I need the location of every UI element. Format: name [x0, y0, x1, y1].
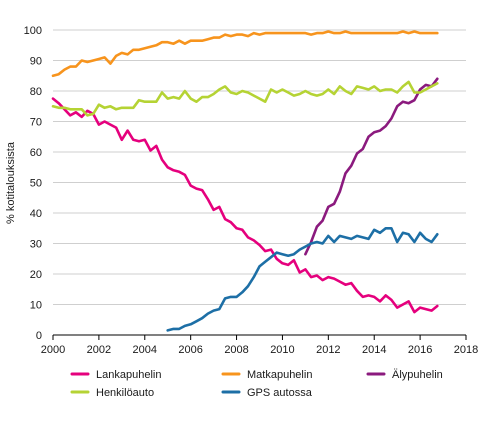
y-tick-label: 70 — [30, 117, 42, 129]
series-line-henkilöauto — [51, 80, 439, 117]
x-tick-label: 2000 — [41, 344, 65, 356]
legend-label: Matkapuhelin — [247, 369, 312, 381]
legend-label: GPS autossa — [247, 387, 313, 399]
x-tick-label: 2014 — [362, 344, 386, 356]
legend-label: Henkilöauto — [96, 387, 154, 399]
legend-item: Lankapuhelin — [70, 369, 161, 381]
legend-item: Älypuhelin — [366, 369, 443, 381]
series-lines — [51, 30, 439, 332]
x-tick-label: 2010 — [270, 344, 294, 356]
series-line-älypuhelin — [304, 77, 439, 256]
y-tick-label: 30 — [30, 239, 42, 251]
series-line-matkapuhelin — [51, 30, 439, 78]
legend-label: Lankapuhelin — [96, 369, 161, 381]
y-tick-label: 80 — [30, 86, 42, 98]
x-tick-label: 2016 — [408, 344, 432, 356]
series-line-lankapuhelin — [51, 97, 439, 314]
legend-item: Matkapuhelin — [221, 369, 312, 381]
y-tick-label: 100 — [24, 25, 42, 37]
x-tick-label: 2004 — [133, 344, 157, 356]
axes: 0 10 20 30 40 50 60 70 80 90 100 2000 2002 2004 2006 20… — [24, 25, 479, 356]
legend: Lankapuhelin Matkapuhelin Älypuhelin Henkil… — [70, 369, 443, 399]
y-tick-label: 60 — [30, 147, 42, 159]
legend-item: Henkilöauto — [70, 387, 154, 399]
series-line-gps-autossa — [166, 227, 439, 332]
x-tick-label: 2002 — [87, 344, 111, 356]
legend-item: GPS autossa — [221, 387, 313, 399]
gridlines — [53, 29, 466, 305]
y-tick-label: 90 — [30, 56, 42, 68]
legend-label: Älypuhelin — [392, 369, 443, 381]
x-tick-label: 2012 — [316, 344, 340, 356]
y-tick-label: 10 — [30, 300, 42, 312]
x-tick-label: 2008 — [224, 344, 248, 356]
x-tick-label: 2018 — [454, 344, 478, 356]
y-tick-label: 0 — [36, 330, 42, 342]
y-axis-title: % kotitalouksista — [5, 141, 17, 224]
y-tick-label: 50 — [30, 178, 42, 190]
y-tick-label: 40 — [30, 208, 42, 220]
x-tick-label: 2006 — [178, 344, 202, 356]
y-tick-label: 20 — [30, 269, 42, 281]
